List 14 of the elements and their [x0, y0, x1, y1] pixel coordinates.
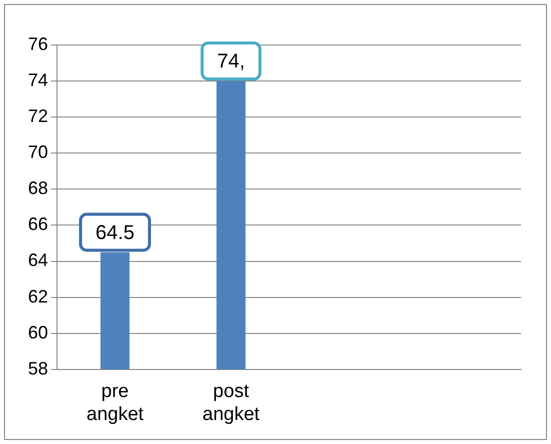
data-label: 74, [217, 50, 245, 73]
x-tick-label: pre angket [86, 381, 144, 425]
y-tick-label: 74 [28, 70, 48, 90]
y-tick-label: 62 [28, 286, 48, 306]
data-label: 64.5 [96, 222, 134, 244]
y-tick-label: 60 [28, 322, 48, 342]
y-tick-label: 76 [28, 34, 48, 54]
y-tick-label: 68 [28, 178, 48, 198]
y-tick-label: 70 [28, 142, 48, 162]
y-tick-label: 58 [28, 358, 48, 378]
y-tick-label: 66 [28, 214, 48, 234]
y-tick-label: 64 [28, 250, 48, 270]
y-tick-label: 72 [28, 106, 48, 126]
x-tick-label: post angket [202, 381, 260, 425]
